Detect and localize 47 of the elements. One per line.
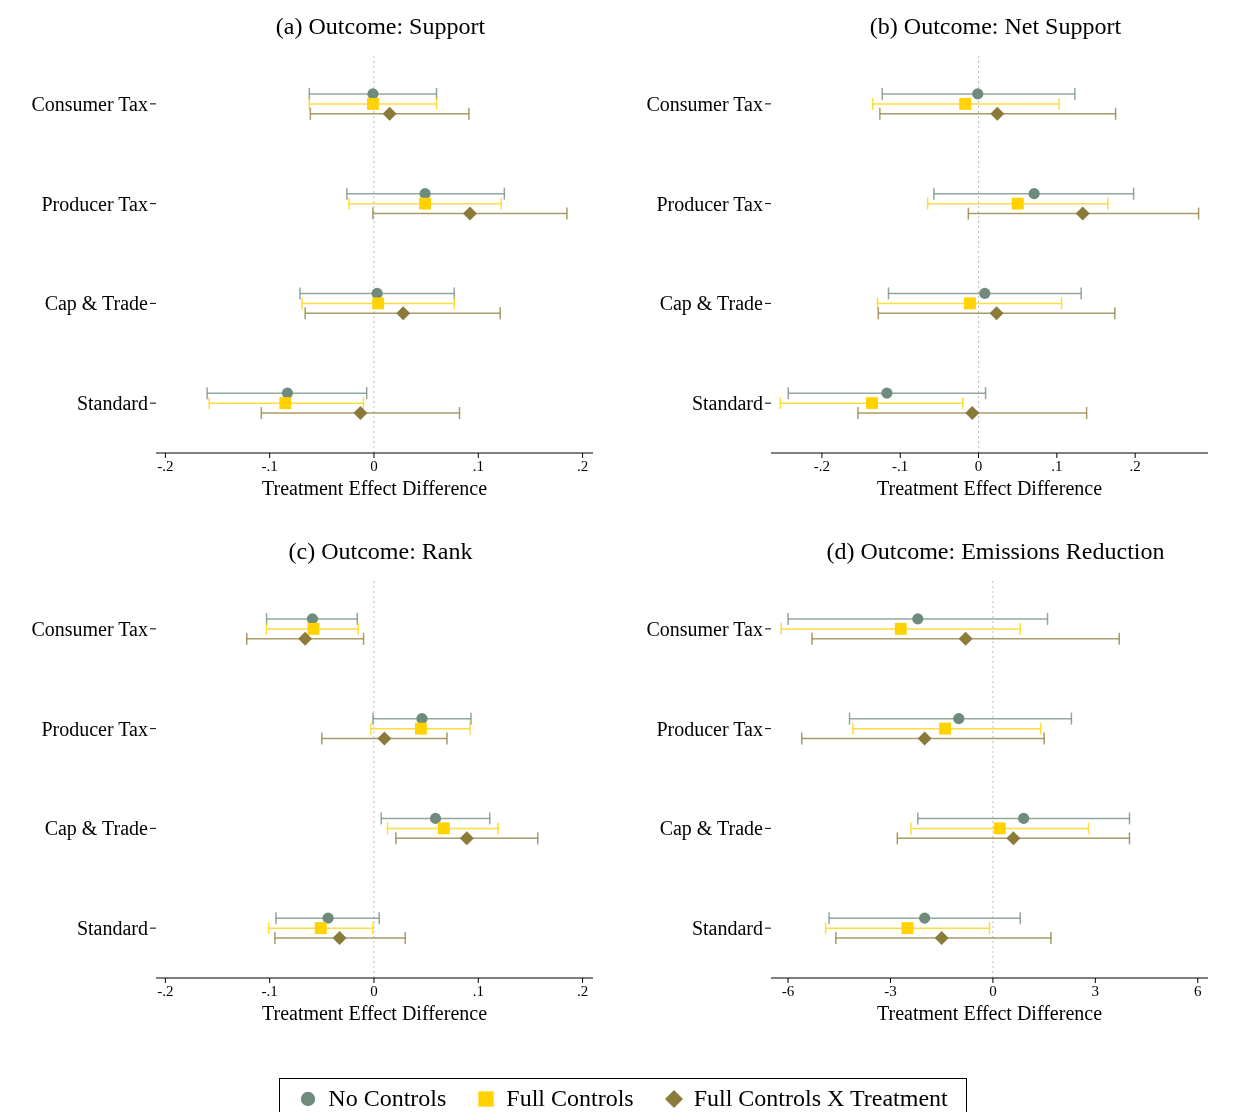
x-axis-title: Treatment Effect Difference [876, 1002, 1103, 1024]
x-tick-label: 0 [989, 982, 997, 999]
y-tick-label: Producer Tax [41, 717, 148, 740]
x-tick-label: 6 [1194, 982, 1203, 999]
x-tick-label: 3 [1091, 982, 1100, 999]
legend-label: Full Controls [506, 1085, 634, 1112]
y-tick-label: Cap & Trade [659, 817, 764, 841]
x-tick-label: .1 [472, 982, 484, 999]
x-tick-label: .2 [576, 982, 589, 999]
x-tick-label: -3 [884, 982, 897, 999]
x-axis-title: Treatment Effect Difference [261, 477, 488, 499]
y-tick-label: Standard [76, 917, 148, 940]
y-tick-label: Standard [76, 392, 148, 415]
legend-label: No Controls [328, 1085, 447, 1112]
x-tick-label: -.1 [892, 457, 909, 474]
y-tick-label: Producer Tax [656, 717, 763, 740]
x-tick-label: 0 [974, 457, 983, 474]
x-axis-title: Treatment Effect Difference [876, 477, 1103, 499]
x-tick-label: -.2 [813, 457, 831, 474]
x-tick-label: 0 [370, 982, 378, 999]
y-tick-label: Cap & Trade [44, 292, 149, 316]
x-tick-label: .1 [472, 457, 484, 474]
y-tick-label: Cap & Trade [659, 292, 764, 316]
x-tick-label: -.2 [157, 982, 174, 999]
chart-title: (a) Outcome: Support [274, 12, 487, 41]
y-tick-label: Consumer Tax [646, 617, 763, 640]
x-tick-label: -.2 [157, 457, 174, 474]
y-tick-label: Consumer Tax [31, 92, 148, 115]
chart-title: (c) Outcome: Rank [287, 537, 474, 566]
y-tick-label: Cap & Trade [44, 817, 149, 841]
x-tick-label: .2 [1129, 457, 1141, 474]
x-tick-label: -6 [781, 982, 795, 999]
y-tick-label: Standard [691, 917, 763, 940]
x-tick-label: -.1 [261, 457, 278, 474]
x-tick-label: -.1 [261, 982, 278, 999]
chart-title: (d) Outcome: Emissions Reduction [825, 537, 1166, 566]
y-tick-label: Producer Tax [41, 192, 148, 215]
y-tick-label: Consumer Tax [646, 92, 763, 115]
x-tick-label: .1 [1051, 457, 1063, 474]
y-tick-label: Standard [691, 392, 763, 415]
x-axis-title: Treatment Effect Difference [261, 1002, 488, 1024]
chart-title: (b) Outcome: Net Support [868, 12, 1123, 41]
y-tick-label: Consumer Tax [31, 617, 148, 640]
legend-label: Full Controls X Treatment [693, 1085, 948, 1112]
x-tick-label: .2 [576, 457, 589, 474]
y-tick-label: Producer Tax [656, 192, 763, 215]
x-tick-label: 0 [370, 457, 378, 474]
